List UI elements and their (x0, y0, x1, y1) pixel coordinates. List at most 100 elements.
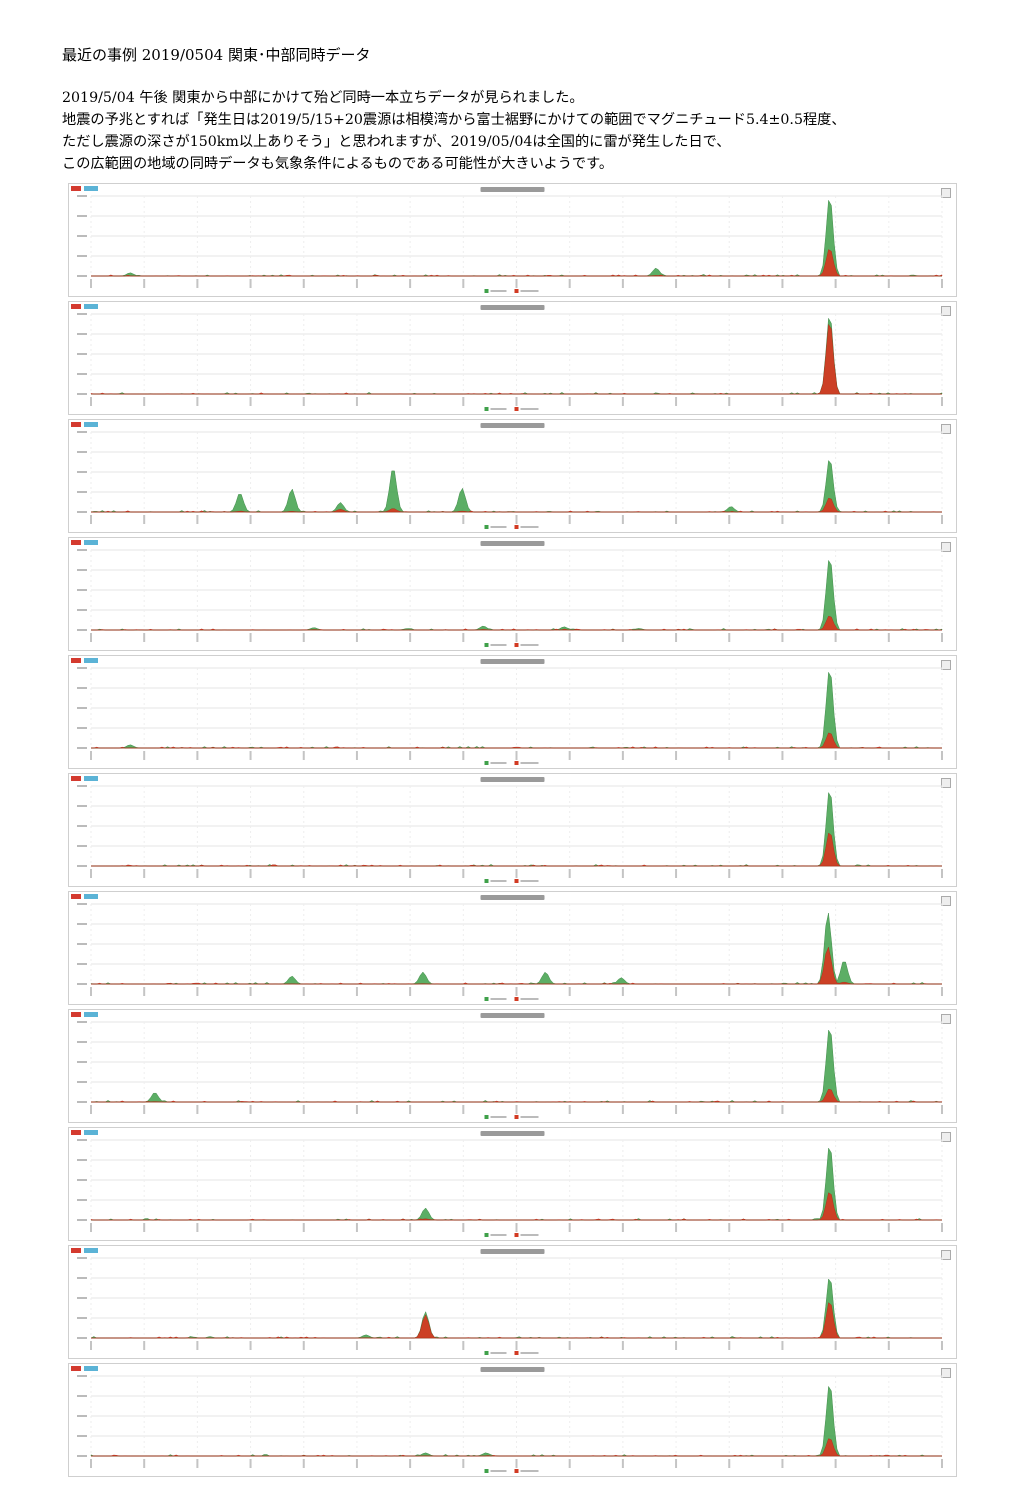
info-tag-button[interactable] (84, 304, 98, 309)
x-tick-label (462, 397, 465, 406)
x-tick-label (409, 397, 412, 406)
x-tick-label (728, 633, 731, 642)
x-tick-label (834, 1223, 837, 1232)
y-tick-label (77, 1297, 87, 1299)
x-tick-label (728, 515, 731, 524)
close-tag-button[interactable] (71, 894, 81, 899)
legend-swatch-a (484, 1351, 489, 1355)
x-tick-label (143, 633, 146, 642)
info-tag-button[interactable] (84, 540, 98, 545)
legend-swatch-a (484, 997, 489, 1001)
x-tick-label (409, 279, 412, 288)
legend-swatch-a (484, 879, 489, 883)
x-tick-label (143, 515, 146, 524)
legend-label-b (520, 408, 539, 410)
close-tag-button[interactable] (71, 1366, 81, 1371)
y-tick-label (77, 687, 87, 689)
y-tick-label (77, 1455, 87, 1457)
menu-icon[interactable] (941, 660, 951, 670)
info-tag-button[interactable] (84, 776, 98, 781)
x-tick-label (90, 279, 92, 288)
paragraph-line: 2019/5/04 午後 関東から中部にかけて殆ど同時一本立ちデータが見られまし… (62, 90, 584, 106)
info-tag-button[interactable] (84, 1366, 98, 1371)
info-tag-button[interactable] (84, 1012, 98, 1017)
x-tick-label (302, 869, 305, 878)
y-tick-label (77, 393, 87, 395)
legend-label-b (520, 1234, 539, 1236)
x-tick-label (196, 1341, 199, 1350)
menu-icon[interactable] (941, 778, 951, 788)
x-tick-label (728, 987, 731, 996)
chart-title (480, 187, 545, 192)
x-tick-label (143, 987, 146, 996)
info-tag-button[interactable] (84, 1248, 98, 1253)
menu-icon[interactable] (941, 424, 951, 434)
info-tag-button[interactable] (84, 422, 98, 427)
series-a-area (91, 791, 942, 867)
x-tick-label (462, 279, 465, 288)
menu-icon[interactable] (941, 896, 951, 906)
close-tag-button[interactable] (71, 186, 81, 191)
chart-title (480, 1249, 545, 1254)
close-tag-button[interactable] (71, 1012, 81, 1017)
chart-panel (68, 183, 957, 297)
y-tick-label (77, 805, 87, 807)
chart-title (480, 1013, 545, 1018)
y-tick-label (77, 1101, 87, 1103)
menu-icon[interactable] (941, 542, 951, 552)
y-tick-label (77, 1337, 87, 1339)
x-tick-label (834, 869, 837, 878)
x-tick-label (621, 751, 624, 760)
legend-label-b (520, 880, 539, 882)
menu-icon[interactable] (941, 1368, 951, 1378)
x-tick-label (941, 397, 943, 406)
close-tag-button[interactable] (71, 422, 81, 427)
y-tick-label (77, 923, 87, 925)
menu-icon[interactable] (941, 1014, 951, 1024)
x-tick-label (781, 1105, 784, 1114)
close-tag-button[interactable] (71, 658, 81, 663)
legend-label-b (520, 1352, 539, 1354)
x-tick-label (621, 1105, 624, 1114)
x-tick-label (249, 515, 252, 524)
y-tick-label (77, 195, 87, 197)
legend-label-b (520, 762, 539, 764)
chart-svg (77, 659, 943, 765)
x-tick-label (409, 1459, 412, 1468)
x-tick-label (887, 1459, 890, 1468)
close-tag-button[interactable] (71, 1248, 81, 1253)
legend-swatch-a (484, 525, 489, 529)
x-tick-label (249, 1341, 252, 1350)
x-tick-label (941, 1223, 943, 1232)
x-tick-label (941, 869, 943, 878)
close-tag-button[interactable] (71, 776, 81, 781)
info-tag-button[interactable] (84, 1130, 98, 1135)
x-tick-label (409, 515, 412, 524)
close-tag-button[interactable] (71, 1130, 81, 1135)
x-tick-label (568, 515, 571, 524)
menu-icon[interactable] (941, 306, 951, 316)
x-tick-label (249, 1105, 252, 1114)
x-tick-label (409, 751, 412, 760)
menu-icon[interactable] (941, 1132, 951, 1142)
x-tick-label (568, 987, 571, 996)
info-tag-button[interactable] (84, 186, 98, 191)
x-tick-label (621, 987, 624, 996)
x-tick-label (302, 751, 305, 760)
info-tag-button[interactable] (84, 894, 98, 899)
x-tick-label (941, 279, 943, 288)
legend-swatch-a (484, 1115, 489, 1119)
y-tick-label (77, 785, 87, 787)
close-tag-button[interactable] (71, 304, 81, 309)
x-tick-label (834, 1341, 837, 1350)
info-tag-button[interactable] (84, 658, 98, 663)
close-tag-button[interactable] (71, 540, 81, 545)
x-tick-label (834, 633, 837, 642)
legend-label-a (490, 290, 507, 292)
x-tick-label (90, 869, 92, 878)
y-tick-label (77, 609, 87, 611)
menu-icon[interactable] (941, 188, 951, 198)
legend-label-b (520, 644, 539, 646)
menu-icon[interactable] (941, 1250, 951, 1260)
x-tick-label (90, 1341, 92, 1350)
